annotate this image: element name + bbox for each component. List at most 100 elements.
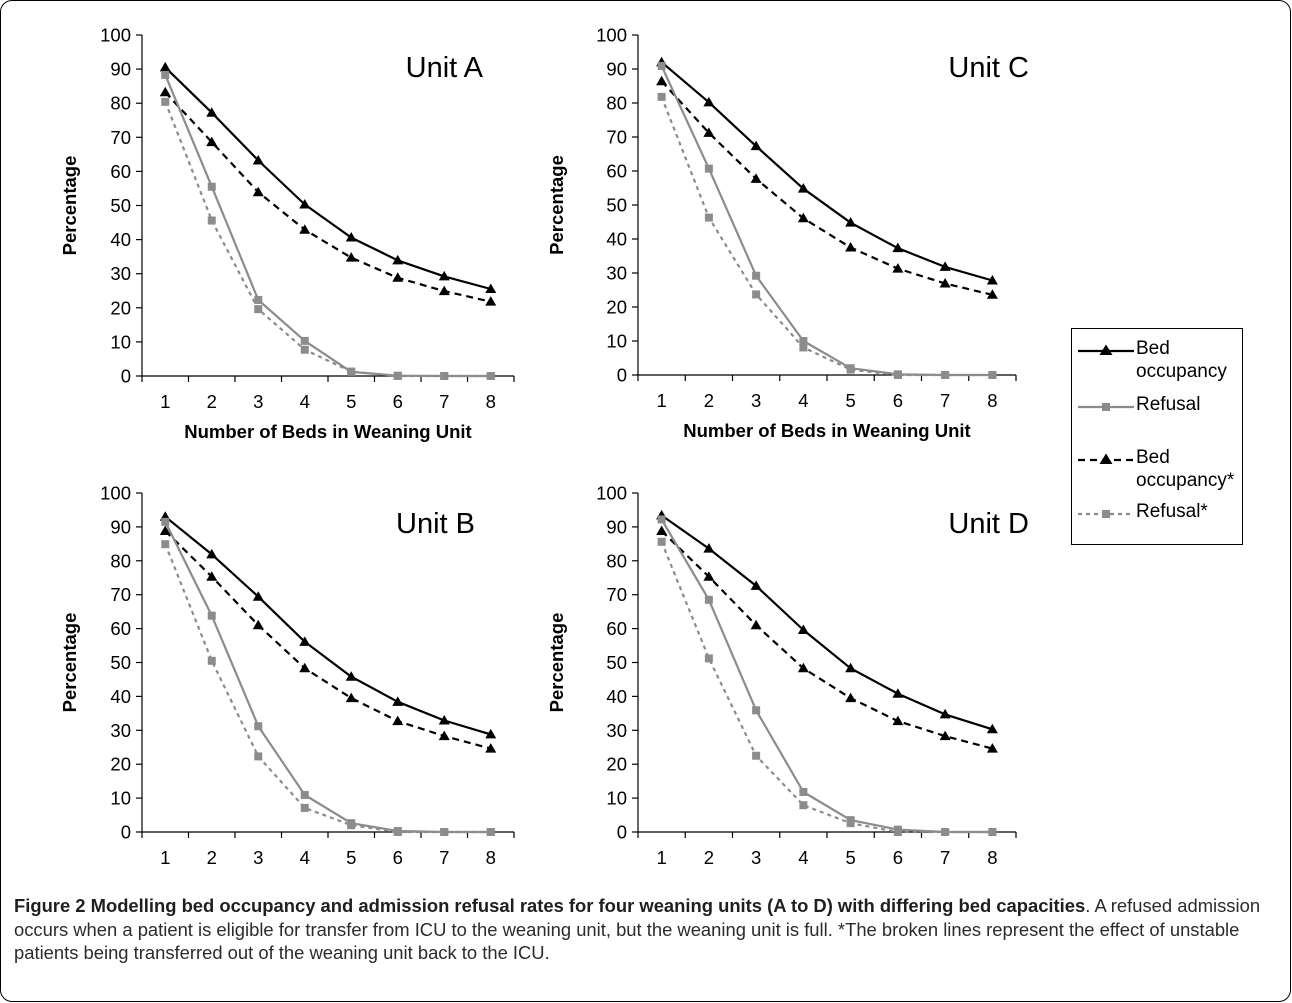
- data-point: [893, 370, 902, 379]
- y-tick-label: 60: [606, 161, 627, 182]
- data-point: [656, 75, 668, 86]
- x-tick-label: 4: [798, 390, 808, 411]
- x-tick-label: 5: [346, 847, 356, 868]
- data-point: [206, 136, 218, 147]
- data-point: [347, 367, 356, 376]
- legend-swatch-refusal-star-icon: [1078, 510, 1134, 518]
- y-tick-label: 40: [110, 686, 131, 707]
- data-point: [254, 305, 263, 314]
- data-point: [159, 525, 171, 535]
- data-point: [299, 636, 311, 646]
- caption-title: Figure 2 Modelling bed occupancy and adm…: [14, 895, 1086, 916]
- data-point: [752, 271, 761, 280]
- data-point: [161, 517, 170, 526]
- y-tick-label: 50: [110, 195, 131, 216]
- legend-item-bed-occupancy-star: Bed occupancy*: [1072, 446, 1244, 506]
- data-point: [392, 715, 404, 726]
- data-point: [206, 548, 218, 559]
- series-line: [660, 61, 993, 282]
- x-tick-label: 2: [704, 847, 714, 868]
- data-point: [440, 372, 449, 380]
- x-tick-label: 5: [346, 391, 356, 412]
- series-line: [164, 66, 492, 291]
- y-tick-label: 30: [606, 263, 627, 284]
- x-tick-label: 2: [207, 391, 217, 412]
- data-point: [750, 140, 762, 151]
- data-point: [799, 801, 808, 810]
- legend-label: Bed occupancy: [1136, 338, 1227, 382]
- data-point: [438, 730, 450, 741]
- y-tick-label: 80: [110, 93, 131, 114]
- data-point: [207, 611, 216, 620]
- data-point: [254, 295, 263, 304]
- data-point: [846, 364, 855, 373]
- series-line: [660, 80, 993, 296]
- data-point: [159, 61, 171, 72]
- data-point: [252, 186, 264, 197]
- data-point: [797, 624, 809, 634]
- y-tick-label: 30: [606, 720, 627, 741]
- data-point: [300, 336, 309, 345]
- series-line: [660, 518, 993, 834]
- x-tick-label: 1: [160, 847, 170, 868]
- data-point: [704, 654, 713, 663]
- x-axis-title: Number of Beds in Weaning Unit: [683, 877, 970, 880]
- x-axis-title: Number of Beds in Weaning Unit: [184, 877, 471, 880]
- series-line: [660, 530, 993, 750]
- y-tick-label: 0: [121, 822, 131, 843]
- y-tick-label: 90: [110, 516, 131, 537]
- y-tick-label: 20: [606, 754, 627, 775]
- data-point: [161, 540, 170, 549]
- x-tick-label: 7: [439, 847, 449, 868]
- data-point: [299, 224, 311, 234]
- data-point: [845, 217, 857, 227]
- data-point: [438, 714, 450, 725]
- data-point: [704, 213, 713, 222]
- data-point: [797, 212, 809, 223]
- y-tick-label: 70: [110, 584, 131, 605]
- data-point: [485, 283, 497, 294]
- data-point: [438, 270, 450, 281]
- y-axis-title: Percentage: [546, 155, 567, 255]
- y-tick-label: 80: [606, 550, 627, 571]
- x-tick-label: 8: [486, 847, 496, 868]
- y-tick-label: 60: [606, 618, 627, 639]
- data-point: [986, 743, 998, 753]
- data-point: [393, 826, 402, 835]
- data-point: [750, 580, 762, 590]
- x-tick-label: 6: [393, 391, 403, 412]
- series-line: [660, 65, 993, 377]
- data-point: [939, 730, 951, 741]
- legend: Bed occupancy Refusal Bed occupancy* Ref…: [1071, 328, 1243, 545]
- y-tick-label: 70: [110, 127, 131, 148]
- data-point: [485, 728, 497, 739]
- legend-item-bed-occupancy: Bed occupancy: [1072, 337, 1244, 397]
- series-line: [164, 530, 492, 750]
- x-tick-label: 7: [940, 390, 950, 411]
- y-tick-label: 100: [596, 483, 627, 504]
- y-tick-label: 90: [606, 516, 627, 537]
- data-point: [892, 715, 904, 726]
- data-point: [347, 819, 356, 828]
- y-tick-label: 30: [110, 720, 131, 741]
- y-tick-label: 10: [110, 788, 131, 809]
- y-tick-label: 60: [110, 161, 131, 182]
- data-point: [797, 183, 809, 193]
- legend-item-refusal: Refusal: [1072, 393, 1244, 453]
- y-tick-label: 90: [606, 59, 627, 80]
- y-tick-label: 80: [110, 550, 131, 571]
- data-point: [657, 92, 666, 101]
- data-point: [845, 662, 857, 673]
- data-point: [206, 107, 218, 117]
- y-tick-label: 50: [606, 652, 627, 673]
- data-point: [799, 787, 808, 796]
- data-point: [703, 127, 715, 137]
- data-point: [161, 70, 170, 79]
- data-point: [845, 242, 857, 252]
- x-tick-label: 3: [253, 847, 263, 868]
- y-tick-label: 10: [110, 331, 131, 352]
- y-tick-label: 50: [606, 195, 627, 216]
- y-tick-label: 70: [606, 127, 627, 148]
- series-line: [164, 91, 492, 303]
